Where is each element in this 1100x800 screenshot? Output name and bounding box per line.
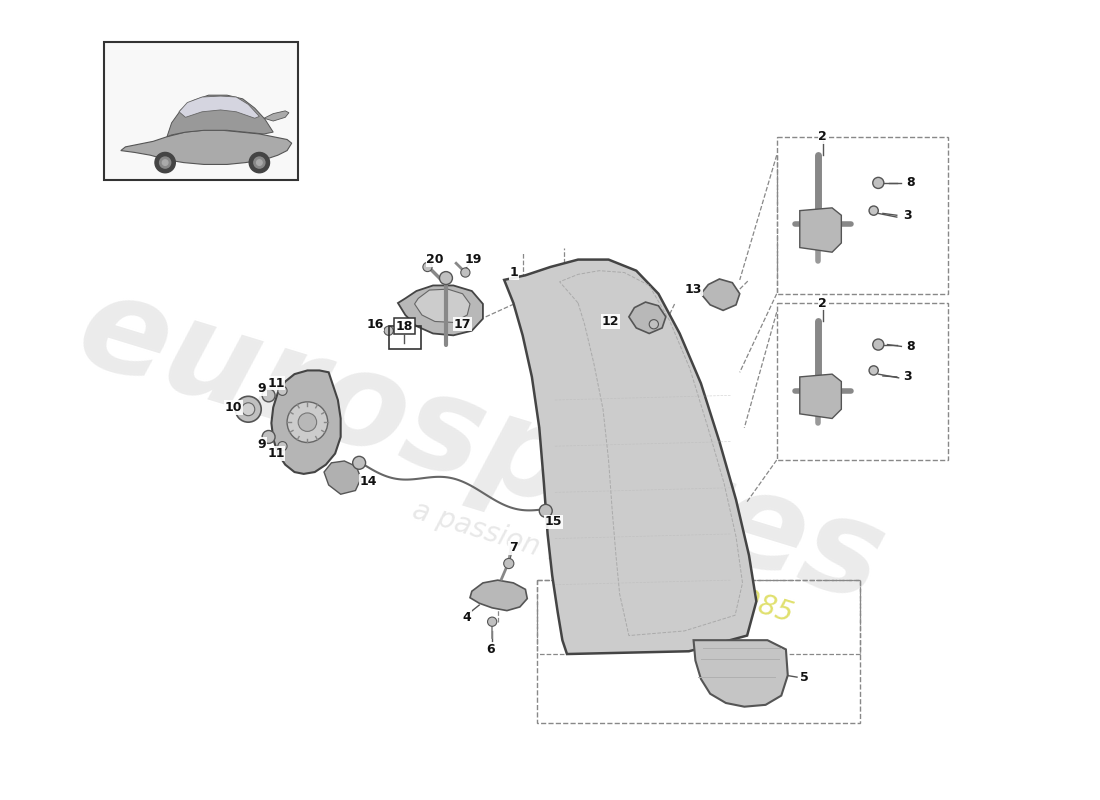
Polygon shape — [470, 580, 527, 610]
Polygon shape — [167, 95, 273, 137]
Text: 9: 9 — [257, 438, 266, 451]
Circle shape — [254, 157, 265, 168]
Circle shape — [440, 271, 452, 285]
Text: 13: 13 — [685, 282, 702, 296]
Text: 7: 7 — [509, 542, 518, 554]
Text: 20: 20 — [426, 253, 443, 266]
Text: 5: 5 — [800, 670, 808, 684]
Circle shape — [872, 178, 883, 189]
Text: 9: 9 — [257, 382, 266, 395]
Circle shape — [353, 456, 365, 470]
Polygon shape — [701, 279, 739, 310]
Text: 6: 6 — [486, 643, 495, 656]
Circle shape — [155, 153, 175, 173]
Circle shape — [384, 326, 394, 335]
Circle shape — [256, 160, 262, 166]
Text: 11: 11 — [267, 377, 285, 390]
Text: 3: 3 — [903, 370, 912, 383]
Circle shape — [160, 157, 170, 168]
Polygon shape — [272, 370, 341, 474]
Bar — [777, 303, 947, 460]
Bar — [104, 42, 298, 180]
Text: 16: 16 — [366, 318, 384, 330]
Circle shape — [504, 558, 514, 569]
Text: 18: 18 — [396, 319, 414, 333]
Polygon shape — [264, 111, 289, 121]
Circle shape — [649, 320, 659, 329]
Polygon shape — [398, 286, 483, 335]
Polygon shape — [629, 302, 666, 334]
Polygon shape — [324, 461, 361, 494]
Text: since 1985: since 1985 — [642, 557, 796, 628]
Text: 10: 10 — [224, 401, 242, 414]
Text: 11: 11 — [267, 447, 285, 460]
Bar — [537, 580, 860, 723]
Text: 3: 3 — [903, 209, 912, 222]
Polygon shape — [179, 96, 260, 118]
Text: 8: 8 — [906, 340, 915, 353]
Text: 2: 2 — [818, 130, 827, 143]
Circle shape — [869, 366, 878, 375]
Text: eurospares: eurospares — [64, 263, 899, 629]
Text: 4: 4 — [463, 610, 472, 623]
Text: 2: 2 — [818, 297, 827, 310]
Polygon shape — [415, 289, 470, 322]
Text: 15: 15 — [544, 515, 562, 529]
Bar — [777, 137, 947, 294]
Circle shape — [298, 413, 317, 431]
Circle shape — [539, 504, 552, 518]
Bar — [388, 326, 421, 349]
Circle shape — [422, 262, 432, 271]
Text: 17: 17 — [454, 318, 471, 330]
Circle shape — [163, 160, 168, 166]
Circle shape — [262, 430, 275, 443]
Polygon shape — [121, 130, 292, 165]
Text: a passion for parts: a passion for parts — [408, 497, 664, 599]
Text: 19: 19 — [465, 253, 483, 266]
Text: 12: 12 — [602, 315, 619, 328]
Circle shape — [250, 153, 270, 173]
Polygon shape — [693, 640, 788, 706]
Text: 8: 8 — [906, 177, 915, 190]
Circle shape — [872, 339, 883, 350]
Circle shape — [278, 386, 287, 395]
Polygon shape — [800, 208, 842, 252]
Polygon shape — [504, 259, 757, 654]
Circle shape — [235, 396, 261, 422]
Circle shape — [869, 206, 878, 215]
Text: 14: 14 — [360, 474, 377, 488]
Circle shape — [287, 402, 328, 442]
Circle shape — [487, 617, 497, 626]
Circle shape — [461, 268, 470, 277]
Text: 1: 1 — [510, 266, 519, 279]
Circle shape — [242, 402, 255, 416]
Polygon shape — [800, 374, 842, 418]
Circle shape — [278, 442, 287, 451]
Circle shape — [262, 389, 275, 402]
